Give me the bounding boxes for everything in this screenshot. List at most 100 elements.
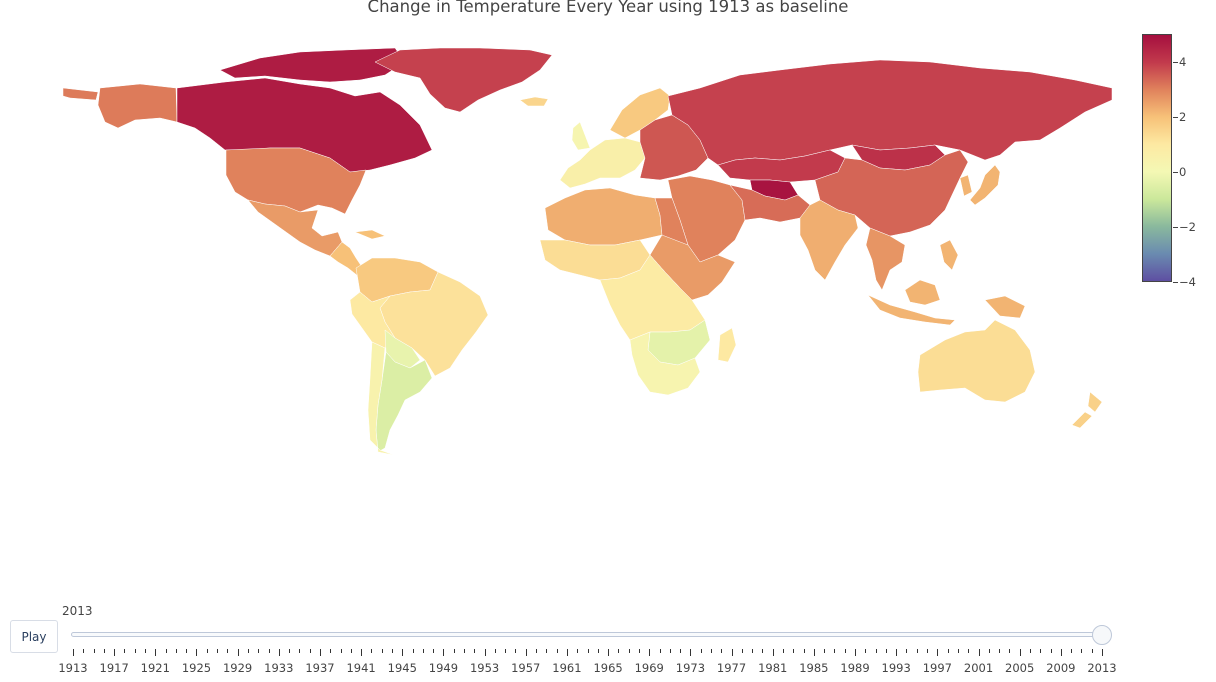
slider-tick-mark [875,649,877,653]
slider-tick-label[interactable]: 1925 [181,661,212,675]
slider-tick-mark [1029,649,1031,653]
country-argentina[interactable] [375,351,433,453]
country-philippines[interactable] [939,239,959,271]
slider-tick-label[interactable]: 2001 [963,661,994,675]
slider-tick-label[interactable]: 1997 [922,661,952,675]
slider-tick-label[interactable]: 1937 [305,661,335,675]
slider-tick-label[interactable]: 1929 [222,661,253,675]
slider-tick-mark [73,649,74,656]
slider-tick-mark [474,649,476,653]
country-indonesia[interactable] [867,294,956,326]
country-western-europe[interactable] [559,137,646,189]
slider-tick-label[interactable]: 2009 [1046,661,1076,675]
slider-tick-mark [710,649,712,653]
slider-tick-label[interactable]: 1957 [511,661,541,675]
slider-tick-label[interactable]: 1981 [758,661,788,675]
country-greenland[interactable] [374,47,553,113]
slider-tick-mark [93,649,95,653]
colorbar: 4 2 0 −2 −4 [1141,33,1196,289]
country-new-zealand[interactable] [1071,391,1103,429]
slider-tick-label[interactable]: 1917 [99,661,129,675]
country-mexico[interactable] [247,199,343,257]
slider-tick-mark [762,649,764,653]
slider-tick-mark [916,649,918,653]
slider-tick-mark [330,649,332,653]
country-korea[interactable] [959,174,973,197]
slider-tick-mark [1081,649,1083,653]
slider-tick-label[interactable]: 1913 [58,661,88,675]
slider-tick-label[interactable]: 1933 [264,661,294,675]
slider-tick-mark [206,649,208,653]
slider-tick-mark [1091,649,1093,653]
slider-rail[interactable] [71,632,1106,637]
slider-handle[interactable] [1092,625,1112,645]
slider-tick-mark [124,649,126,653]
country-australia[interactable] [917,319,1036,403]
slider-tick-label[interactable]: 1985 [799,661,829,675]
slider-tick-mark [978,649,980,656]
colorbar-tick [1173,226,1178,228]
country-png[interactable] [984,295,1026,319]
slider-tick-mark [505,649,507,653]
world-map[interactable] [0,0,1216,600]
country-usa[interactable] [225,147,367,215]
slider-tick-mark [690,649,692,656]
slider-tick-mark [865,649,867,653]
slider-tick-label[interactable]: 1945 [387,661,417,675]
slider-tick-mark [175,649,177,653]
colorbar-tick [1173,171,1178,173]
slider-tick-label[interactable]: 2005 [1005,661,1035,675]
slider-tick-label[interactable]: 1953 [469,661,500,675]
play-button[interactable]: Play [10,620,58,653]
slider-tick-label[interactable]: 1941 [346,661,376,675]
slider-tick-label[interactable]: 2013 [1087,661,1117,675]
slider-tick-mark [340,649,342,653]
colorbar-tick-label: 2 [1179,109,1187,124]
country-uk[interactable] [571,121,591,151]
country-southern-africa[interactable] [629,331,701,396]
country-alaska[interactable] [97,83,178,129]
slider-tick-mark [1019,649,1021,656]
slider-tick-mark [525,649,527,656]
slider-tick-label[interactable]: 1993 [881,661,911,675]
country-madagascar[interactable] [717,327,737,363]
slider-tick-mark [237,649,239,656]
colorbar-tick-label: −2 [1179,219,1196,234]
country-india[interactable] [799,199,859,281]
country-north-africa[interactable] [544,187,663,246]
slider-tick-mark [402,649,404,656]
country-alaska-islands[interactable] [62,87,99,101]
slider-tick-mark [700,649,702,653]
country-cuba[interactable] [354,229,386,240]
slider-tick-label[interactable]: 1961 [552,661,582,675]
slider-tick-mark [885,649,887,653]
slider-tick-label[interactable]: 1977 [716,661,747,675]
slider-tick-label[interactable]: 1973 [675,661,706,675]
slider-tick-mark [247,649,249,653]
country-southeast-asia[interactable] [865,227,906,291]
slider-tick-mark [803,649,805,653]
slider-tick-mark [906,649,908,653]
slider-tick-label[interactable]: 1989 [840,661,870,675]
slider-tick-mark [484,649,486,656]
slider-tick-label[interactable]: 1965 [593,661,623,675]
slider-tick-mark [155,649,157,656]
slider-tick-mark [381,649,383,653]
slider-tick-mark [1009,649,1011,653]
slider-tick-mark [793,649,795,653]
slider-tick-label[interactable]: 1949 [428,661,459,675]
country-chile[interactable] [367,341,395,456]
slider-tick-label[interactable]: 1921 [140,661,170,675]
slider-tick-mark [443,649,445,656]
country-iceland[interactable] [519,96,549,107]
slider-tick-mark [638,649,640,653]
country-canada-arctic[interactable] [219,47,406,83]
country-borneo[interactable] [904,279,941,306]
country-japan[interactable] [969,164,1001,206]
slider-tick-mark [1071,649,1073,653]
country-peru-bolivia[interactable] [349,291,396,349]
country-scandinavia[interactable] [609,87,671,139]
slider-tick-mark [536,649,538,653]
slider-tick-label[interactable]: 1969 [634,661,664,675]
country-canada[interactable] [176,77,433,173]
